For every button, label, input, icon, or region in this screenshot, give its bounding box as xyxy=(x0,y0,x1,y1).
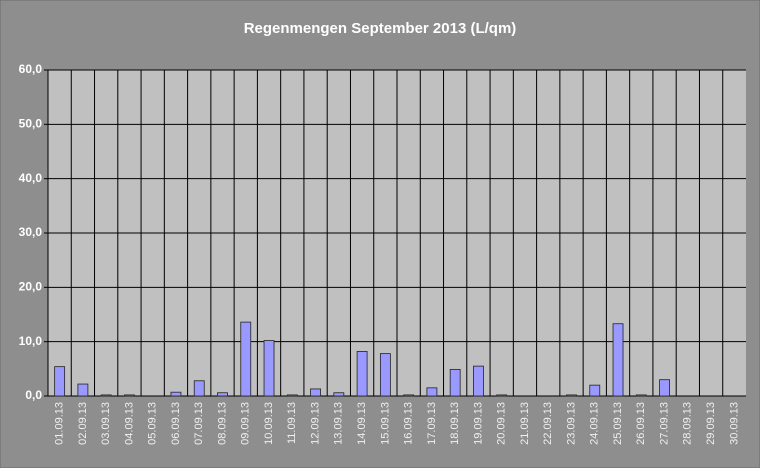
x-tick-label: 11.09.13 xyxy=(286,402,298,444)
x-tick-label: 13.09.13 xyxy=(333,402,345,445)
chart-title: Regenmengen September 2013 (L/qm) xyxy=(244,20,517,37)
x-tick-label: 20.09.13 xyxy=(496,402,508,445)
x-tick-label: 02.09.13 xyxy=(77,402,89,445)
bar xyxy=(426,387,438,397)
x-tick-label: 04.09.13 xyxy=(123,402,135,445)
bar xyxy=(263,340,275,397)
bar xyxy=(54,366,66,397)
bar xyxy=(566,394,577,397)
x-tick-label: 30.09.13 xyxy=(728,402,740,445)
x-tick-label: 15.09.13 xyxy=(379,402,391,445)
bar xyxy=(333,392,345,397)
y-tick-label: 40,0 xyxy=(19,171,43,185)
bar xyxy=(193,380,205,397)
x-tick-label: 07.09.13 xyxy=(193,402,205,445)
x-tick-label: 08.09.13 xyxy=(216,402,228,445)
x-tick-label: 23.09.13 xyxy=(565,402,577,445)
x-tick-label: 14.09.13 xyxy=(356,402,368,445)
bar xyxy=(217,392,228,397)
bar xyxy=(449,368,461,397)
x-tick-label: 18.09.13 xyxy=(449,402,461,445)
bar xyxy=(77,383,89,397)
x-tick-label: 03.09.13 xyxy=(100,402,112,445)
x-tick-label: 16.09.13 xyxy=(403,402,415,445)
x-tick-label: 27.09.13 xyxy=(658,402,670,445)
bar xyxy=(403,394,415,397)
x-tick-label: 10.09.13 xyxy=(263,402,275,445)
x-tick-label: 25.09.13 xyxy=(612,402,624,445)
x-tick-label: 12.09.13 xyxy=(309,402,321,445)
x-tick-label: 05.09.13 xyxy=(147,402,159,445)
bar xyxy=(100,394,112,397)
bar xyxy=(659,379,670,397)
y-tick-label: 30,0 xyxy=(19,225,43,239)
x-tick-label: 17.09.13 xyxy=(426,402,438,445)
bar xyxy=(612,323,624,397)
bar xyxy=(496,394,508,397)
bar xyxy=(240,321,252,397)
bar xyxy=(473,365,484,397)
bar xyxy=(356,351,368,397)
x-tick-label: 24.09.13 xyxy=(589,402,601,445)
x-tick-label: 19.09.13 xyxy=(472,402,484,445)
y-tick-label: 0,0 xyxy=(25,388,42,402)
bar xyxy=(286,394,298,397)
x-tick-label: 26.09.13 xyxy=(635,402,647,445)
y-tick-label: 60,0 xyxy=(19,62,43,76)
x-tick-label: 29.09.13 xyxy=(705,402,717,445)
y-tick-label: 10,0 xyxy=(19,334,43,348)
bar xyxy=(379,353,391,397)
bar xyxy=(310,388,321,397)
y-tick-label: 50,0 xyxy=(19,117,43,131)
x-tick-label: 09.09.13 xyxy=(240,402,252,445)
y-tick-label: 20,0 xyxy=(19,280,43,294)
bar xyxy=(635,394,647,397)
x-tick-label: 22.09.13 xyxy=(542,402,554,445)
x-tick-label: 21.09.13 xyxy=(519,402,531,445)
bar xyxy=(589,384,601,397)
bar xyxy=(124,394,135,397)
x-tick-label: 01.09.13 xyxy=(54,402,66,445)
bar xyxy=(170,391,182,397)
x-tick-label: 06.09.13 xyxy=(170,402,182,445)
x-tick-label: 28.09.13 xyxy=(682,402,694,445)
